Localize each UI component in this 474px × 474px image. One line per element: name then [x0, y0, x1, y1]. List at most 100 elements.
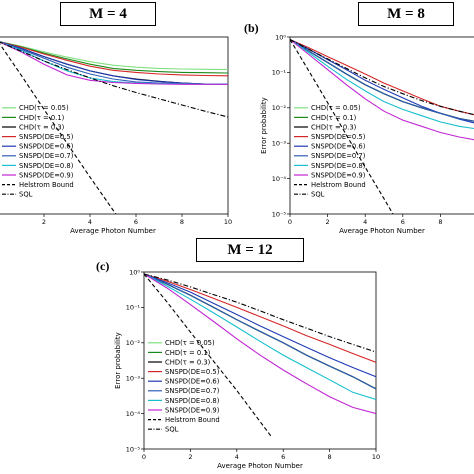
- series-line: [0, 41, 228, 71]
- panel-b-plot: 0 2 4 6 8 Average Photon Number 10⁰ 10⁻¹ 10⁻² 10⁻…: [244, 21, 474, 235]
- series-line: [290, 39, 394, 214]
- legend-entry: SNSPD(DE=0.5): [165, 368, 220, 376]
- series-line: [0, 41, 228, 85]
- legend-entry: CHD(τ = 0.3): [19, 123, 65, 131]
- legend-entry: CHD(τ = 0.3): [165, 358, 211, 366]
- y-tick-label: 10⁻²: [272, 104, 287, 112]
- legend-entry: SNSPD(DE=0.8): [311, 162, 366, 170]
- x-axis-label: Average Photon Number: [70, 227, 156, 235]
- series-line: [290, 39, 474, 122]
- legend-entry: CHD(τ = 0.1): [165, 349, 211, 357]
- legend-entry: SNSPD(DE=0.7): [311, 152, 366, 160]
- legend-entry: SNSPD(DE=0.7): [19, 152, 74, 160]
- legend-entry: SNSPD(DE=0.8): [165, 397, 220, 405]
- y-tick-label: 10⁰: [129, 268, 140, 276]
- panel-label: (b): [244, 21, 259, 35]
- legend-entry: SNSPD(DE=0.6): [19, 143, 74, 151]
- series-line: [144, 273, 376, 378]
- legend-entry: SNSPD(DE=0.7): [165, 387, 220, 395]
- legend-entry: SNSPD(DE=0.5): [19, 133, 74, 141]
- series-line: [0, 41, 228, 85]
- legend-entry: SQL: [165, 426, 179, 434]
- y-tick-label: 10⁻³: [126, 375, 141, 383]
- series-line: [144, 273, 376, 401]
- panel-label: (c): [96, 259, 109, 273]
- series-line: [0, 41, 228, 85]
- legend-entry: SNSPD(DE=0.5): [311, 133, 366, 141]
- legend: CHD(τ = 0.05) CHD(τ = 0.1)CHD(τ = 0.3) SNS…: [2, 104, 74, 199]
- x-axis-label: Average Photon Number: [339, 227, 425, 235]
- series-line: [290, 39, 474, 116]
- legend-entry: SNSPD(DE=0.8): [19, 162, 74, 170]
- plot-frame: [143, 271, 377, 450]
- legend-entry: SNSPD(DE=0.6): [311, 143, 366, 151]
- legend-entry: CHD(τ = 0.3): [311, 123, 357, 131]
- panel-b-title: M = 8: [358, 2, 454, 26]
- y-tick-label: 10⁻⁴: [272, 175, 287, 183]
- series-lines: [144, 273, 376, 438]
- series-line: [144, 273, 376, 415]
- series-line: [0, 41, 228, 85]
- x-tick-label: 2: [188, 453, 192, 461]
- x-tick-label: 10: [372, 453, 380, 461]
- legend-entry: SQL: [311, 191, 325, 199]
- x-tick-label: 4: [363, 218, 367, 226]
- x-tick-label: 0: [288, 218, 292, 226]
- legend-entry: SQL: [19, 191, 33, 199]
- x-tick-label: 0: [142, 453, 146, 461]
- legend-entry: SNSPD(DE=0.9): [311, 171, 366, 179]
- x-tick-label: 8: [180, 218, 184, 226]
- series-line: [144, 273, 376, 353]
- legend: CHD(τ = 0.05) CHD(τ = 0.1)CHD(τ = 0.3) SNS…: [148, 339, 220, 434]
- legend-entry: CHD(τ = 0.05): [165, 339, 215, 347]
- y-axis-label: Error probability: [114, 332, 122, 389]
- series-line: [290, 39, 474, 130]
- legend-entry: CHD(τ = 0.1): [19, 114, 65, 122]
- series-line: [0, 43, 117, 214]
- y-axis-label: Error probability: [260, 97, 268, 154]
- y-tick-label: 10⁻⁵: [126, 445, 141, 453]
- plot-frame: [289, 36, 474, 215]
- series-lines: [290, 38, 474, 214]
- x-tick-label: 8: [438, 218, 442, 226]
- series-line: [144, 273, 376, 363]
- y-tick-label: 10⁻⁵: [272, 210, 287, 218]
- series-line: [144, 273, 273, 438]
- legend-entry: Helstrom Bound: [165, 416, 220, 424]
- legend-entry: Helstrom Bound: [19, 181, 74, 189]
- legend-entry: SNSPD(DE=0.9): [165, 406, 220, 414]
- x-tick-label: 6: [281, 453, 285, 461]
- x-tick-label: 2: [326, 218, 330, 226]
- y-tick-label: 10⁻²: [126, 339, 141, 347]
- y-tick-label: 10⁻³: [272, 140, 287, 148]
- x-tick-label: 6: [401, 218, 405, 226]
- y-tick-label: 10⁰: [275, 33, 286, 41]
- legend-entry: CHD(τ = 0.1): [311, 114, 357, 122]
- y-tick-label: 10⁻¹: [126, 304, 141, 312]
- legend-entry: Helstrom Bound: [311, 181, 366, 189]
- legend-entry: CHD(τ = 0.05): [19, 104, 69, 112]
- y-tick-label: 10⁻⁴: [126, 410, 141, 418]
- panel-c-plot: 0 2 4 6 8 10 Average Photon Number 10⁰ 10⁻¹ 10⁻² 1…: [96, 259, 380, 470]
- legend: CHD(τ = 0.05) CHD(τ = 0.1)CHD(τ = 0.3) SNS…: [294, 104, 366, 199]
- x-tick-label: 4: [88, 218, 92, 226]
- legend-entry: SNSPD(DE=0.6): [165, 378, 220, 386]
- panel-a-plot: 2 4 6 8 10 Average Photon Number CHD(τ = 0.05)…: [0, 36, 232, 235]
- x-axis-label: Average Photon Number: [217, 462, 303, 470]
- panel-c-title: M = 12: [196, 238, 304, 262]
- x-tick-label: 4: [235, 453, 239, 461]
- series-line: [144, 273, 376, 390]
- series-line: [290, 39, 474, 141]
- panel-a-title: M = 4: [60, 2, 156, 26]
- x-tick-label: 10: [224, 218, 232, 226]
- series-line: [0, 41, 228, 118]
- y-tick-label: 10⁻¹: [272, 69, 287, 77]
- series-line: [0, 41, 228, 77]
- legend-entry: SNSPD(DE=0.9): [19, 171, 74, 179]
- series-line: [0, 41, 228, 85]
- series-line: [0, 41, 228, 74]
- x-tick-label: 2: [42, 218, 46, 226]
- legend-entry: CHD(τ = 0.05): [311, 104, 361, 112]
- x-tick-label: 8: [328, 453, 332, 461]
